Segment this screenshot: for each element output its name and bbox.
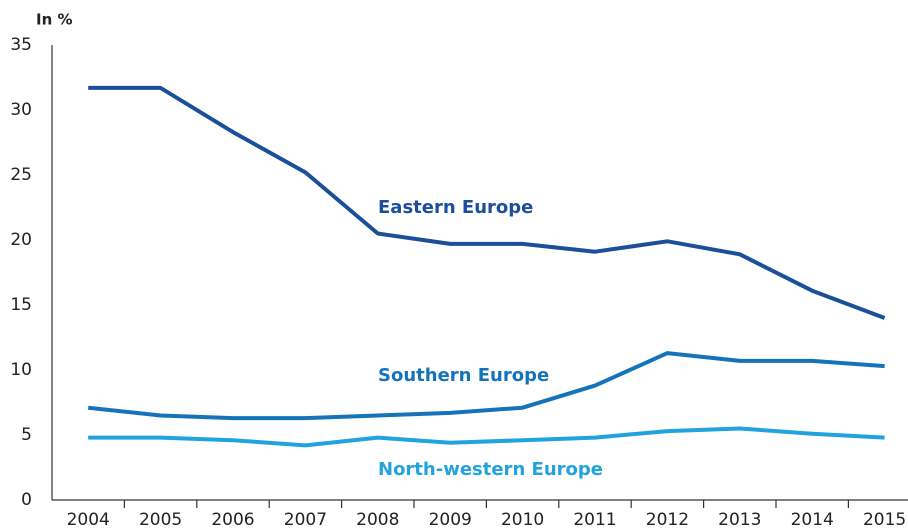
x-tick-label: 2011 <box>573 510 616 530</box>
x-tick-label: 2008 <box>356 510 399 530</box>
x-tick-label: 2004 <box>67 510 110 530</box>
series-label: North-western Europe <box>378 459 603 480</box>
y-tick-label: 0 <box>21 490 32 510</box>
y-tick-label: 35 <box>10 35 32 55</box>
series-line <box>88 85 886 320</box>
x-tick-label: 2013 <box>718 510 761 530</box>
x-tick-label: 2012 <box>646 510 689 530</box>
x-tick-label: 2015 <box>863 510 906 530</box>
series-label: Eastern Europe <box>378 197 533 218</box>
y-tick-label: 10 <box>10 360 32 380</box>
x-tick-label: 2006 <box>211 510 254 530</box>
y-tick-label: 15 <box>10 295 32 315</box>
x-tick-label: 2005 <box>139 510 182 530</box>
x-tick-label: 2007 <box>284 510 327 530</box>
y-tick-label: 30 <box>10 100 32 120</box>
x-tick-label: 2009 <box>429 510 472 530</box>
series-line <box>88 426 885 448</box>
x-tick-label: 2014 <box>791 510 834 530</box>
series-line <box>87 351 885 421</box>
y-tick-label: 20 <box>10 230 32 250</box>
y-tick-label: 25 <box>10 165 32 185</box>
x-tick-label: 2010 <box>501 510 544 530</box>
y-axis-label: In % <box>36 11 73 29</box>
y-tick-label: 5 <box>21 425 32 445</box>
series-label: Southern Europe <box>378 365 549 386</box>
